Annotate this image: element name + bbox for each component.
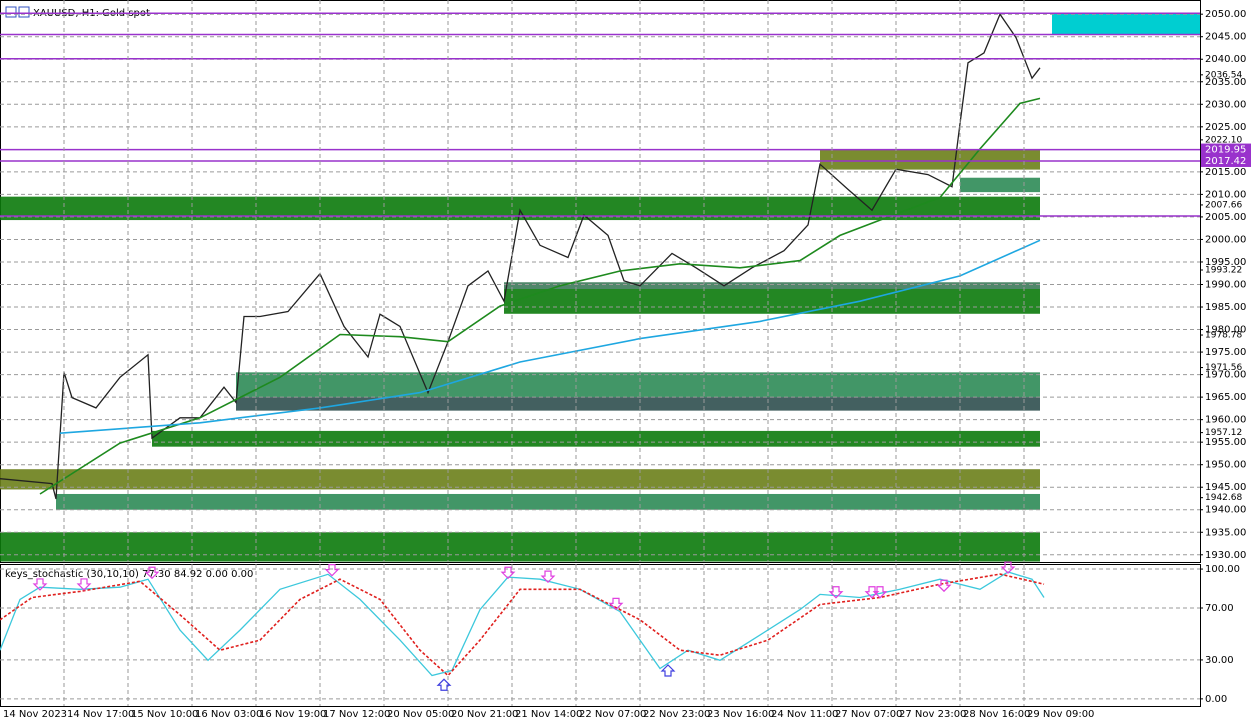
zone [56, 493, 1040, 510]
y-tick-label: 1975.00 [1205, 347, 1246, 358]
symbol-icons [5, 6, 30, 18]
x-tick-label: 27 Nov 07:00 [835, 709, 902, 720]
zone [236, 397, 1040, 411]
signal-arrow [76, 578, 92, 591]
y-tick-label: 1940.00 [1205, 505, 1246, 516]
signal-arrow [1000, 561, 1016, 574]
y-tick-label: 30.00 [1205, 655, 1234, 666]
y-tick-label: 2005.00 [1205, 212, 1246, 223]
y-tick-label: 1985.00 [1205, 302, 1246, 313]
x-tick-label: 29 Nov 09:00 [1027, 709, 1094, 720]
signal-arrow [872, 586, 888, 599]
y-tick-label: 1960.00 [1205, 415, 1246, 426]
icon [18, 6, 30, 18]
signal-arrow [32, 578, 48, 591]
zone [820, 149, 1040, 170]
y-tick-label: 1965.00 [1205, 392, 1246, 403]
y-tick-label: 2030.00 [1205, 99, 1246, 110]
y-level-label: 2036.54 [1205, 70, 1242, 80]
zone [960, 177, 1040, 193]
y-level-label: 1957.12 [1205, 428, 1242, 438]
series-line [0, 573, 1045, 677]
signal-arrow [540, 570, 556, 583]
y-tick-label: 1995.00 [1205, 257, 1246, 268]
series-line [39, 97, 1041, 495]
y-level-label: 2007.66 [1205, 200, 1242, 210]
x-tick-label: 24 Nov 11:00 [771, 709, 838, 720]
zone [236, 372, 1040, 398]
level-tag-label: 2019.95 [1205, 145, 1246, 156]
indicator-title: keys_stochastic (30,10,10) 77.30 84.92 0… [5, 569, 253, 580]
zone [0, 196, 1040, 221]
y-tick-label: 2015.00 [1205, 167, 1246, 178]
signal-arrow [608, 597, 624, 611]
y-level-label: 2022.10 [1205, 135, 1242, 145]
y-level-label: 1942.68 [1205, 493, 1242, 503]
x-tick-label: 22 Nov 23:00 [643, 709, 710, 720]
y-tick-label: 1980.00 [1205, 325, 1246, 336]
level-tag-label: 2017.42 [1205, 156, 1246, 167]
y-tick-label: 0.00 [1205, 694, 1227, 705]
signal-arrow [864, 586, 880, 599]
y-level-label: 1993.22 [1205, 265, 1242, 275]
y-tick-label: 2010.00 [1205, 189, 1246, 200]
stochastic-panel [0, 564, 1201, 707]
x-tick-label: 15 Nov 10:00 [131, 709, 198, 720]
y-tick-label: 2025.00 [1205, 122, 1246, 133]
x-tick-label: 20 Nov 21:00 [451, 709, 518, 720]
signal-arrow [144, 566, 160, 580]
y-level-label: 1971.56 [1205, 363, 1242, 373]
y-tick-label: 100.00 [1205, 564, 1240, 575]
y-tick-label: 1950.00 [1205, 460, 1246, 471]
signal-arrow [500, 566, 516, 580]
price-panel [0, 0, 1201, 563]
x-tick-label: 16 Nov 03:00 [195, 709, 262, 720]
y-tick-label: 1990.00 [1205, 279, 1246, 290]
zone [504, 282, 1040, 289]
y-tick-label: 1935.00 [1205, 527, 1246, 538]
y-tick-label: 2000.00 [1205, 234, 1246, 245]
y-tick-label: 1945.00 [1205, 482, 1246, 493]
x-tick-label: 14 Nov 17:00 [67, 709, 134, 720]
x-tick-label: 23 Nov 16:00 [707, 709, 774, 720]
zone [152, 430, 1040, 447]
x-tick-label: 17 Nov 12:00 [323, 709, 390, 720]
y-tick-label: 2050.00 [1205, 9, 1246, 20]
series-line [0, 571, 1045, 677]
x-tick-label: 27 Nov 23:00 [899, 709, 966, 720]
signal-arrow [324, 564, 340, 577]
x-tick-label: 21 Nov 14:00 [515, 709, 582, 720]
y-tick-label: 2045.00 [1205, 32, 1246, 43]
x-tick-label: 22 Nov 07:00 [579, 709, 646, 720]
y-tick-label: 1970.00 [1205, 370, 1246, 381]
x-tick-label: 16 Nov 19:00 [259, 709, 326, 720]
signal-arrow [936, 579, 952, 593]
zone [504, 288, 1040, 314]
signal-arrow [828, 586, 844, 599]
signal-arrow [436, 678, 452, 691]
y-tick-label: 1930.00 [1205, 550, 1246, 561]
level-tag [1201, 154, 1251, 167]
icon [5, 6, 17, 18]
target-box [1052, 13, 1200, 35]
level-tag [1201, 143, 1251, 156]
y-tick-label: 2040.00 [1205, 54, 1246, 65]
y-level-label: 1978.78 [1205, 331, 1242, 341]
y-tick-label: 70.00 [1205, 603, 1234, 614]
series-line [59, 239, 1041, 434]
zone [0, 469, 1040, 490]
y-tick-label: 2035.00 [1205, 77, 1246, 88]
x-tick-label: 28 Nov 16:00 [963, 709, 1030, 720]
signal-arrow [660, 664, 676, 677]
x-tick-label: 20 Nov 05:00 [387, 709, 454, 720]
y-tick-label: 1955.00 [1205, 437, 1246, 448]
x-tick-label: 14 Nov 2023 [3, 709, 67, 720]
zone [0, 532, 1040, 562]
